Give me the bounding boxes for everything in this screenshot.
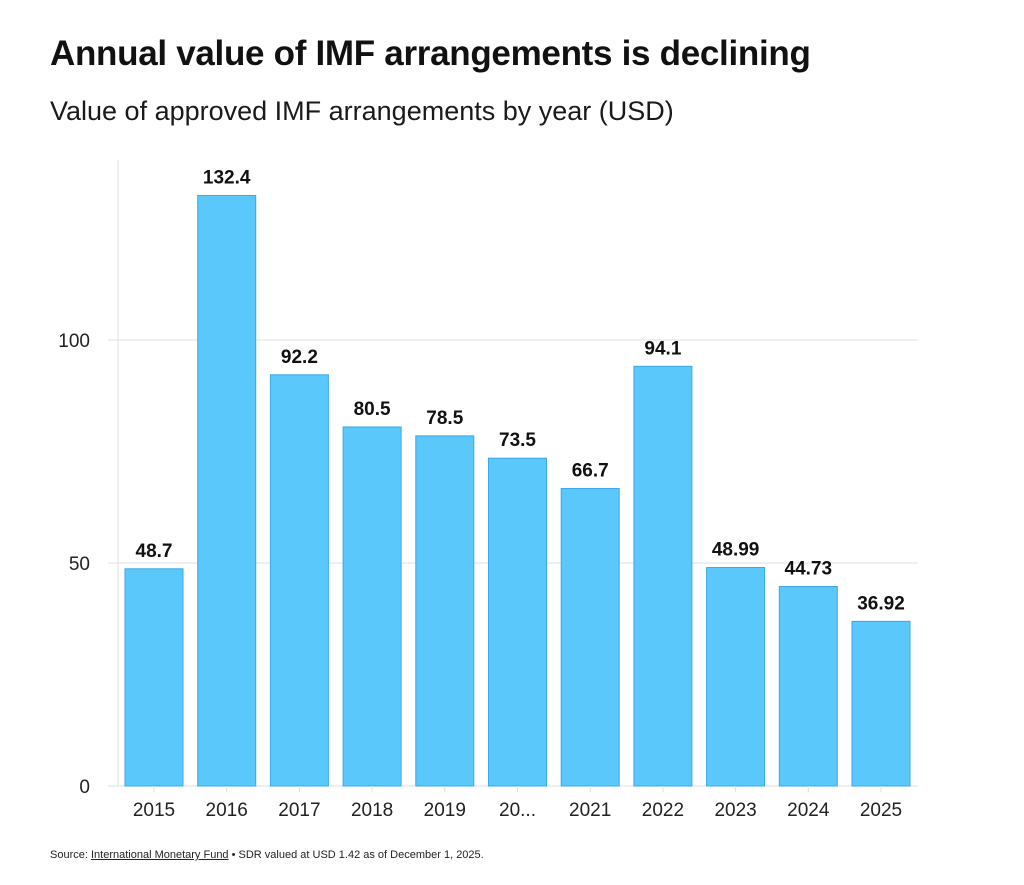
y-axis-ticks: 0 50 100 (58, 331, 90, 798)
x-tick-label: 2021 (569, 800, 611, 821)
x-tick-label: 2018 (351, 800, 393, 821)
y-tick-label: 0 (79, 777, 90, 798)
source-note: SDR valued at USD 1.42 as of December 1,… (238, 849, 484, 861)
bar-2019 (415, 435, 475, 787)
bar-2018 (342, 426, 402, 787)
y-tick-label: 100 (58, 331, 90, 352)
bars (124, 194, 911, 787)
bar-2016 (197, 194, 257, 787)
data-label: 66.7 (572, 461, 609, 482)
data-label: 48.7 (136, 541, 173, 562)
bar-2017 (269, 374, 329, 787)
bar-2025 (851, 620, 911, 787)
y-tick-label: 50 (69, 554, 90, 575)
data-label: 80.5 (354, 399, 391, 420)
source-separator: • (228, 849, 239, 861)
x-tick-label: 2015 (133, 800, 175, 821)
source-link[interactable]: International Monetary Fund (90, 849, 229, 861)
data-label: 36.92 (857, 593, 905, 614)
bar-2023 (706, 567, 766, 787)
x-tick-label: 2023 (714, 800, 756, 821)
bar-2021 (560, 488, 620, 787)
source-footer: Source: International Monetary Fund • SD… (50, 849, 484, 861)
x-tick-label: 20... (499, 800, 536, 821)
data-label: 48.99 (712, 540, 760, 561)
data-label: 92.2 (281, 347, 318, 368)
x-tick-label: 2024 (787, 800, 830, 821)
bar-2015 (124, 568, 184, 787)
chart-subtitle: Value of approved IMF arrangements by ye… (50, 96, 674, 126)
bar-2022 (633, 365, 693, 787)
bar-20... (488, 457, 547, 787)
bar-2024 (778, 586, 838, 787)
chart-title: Annual value of IMF arrangements is decl… (50, 34, 811, 73)
data-label: 44.73 (785, 559, 833, 580)
x-tick-label: 2016 (206, 800, 248, 821)
x-tick-label: 2025 (860, 800, 902, 821)
source-prefix: Source: (50, 849, 91, 861)
data-label: 94.1 (644, 338, 681, 359)
data-label: 78.5 (426, 408, 463, 429)
x-tick-label: 2019 (424, 800, 466, 821)
x-tick-label: 2022 (642, 800, 684, 821)
data-label: 73.5 (499, 430, 536, 451)
x-tick-label: 2017 (278, 800, 320, 821)
data-label: 132.4 (203, 167, 251, 188)
data-labels: 48.7 132.4 92.2 80.5 78.5 73.5 66.7 94.1 48.99 44… (136, 167, 905, 614)
x-axis-ticks: 2015 2016 2017 2018 2019 20... 2021 2022 2023 202… (133, 786, 902, 821)
